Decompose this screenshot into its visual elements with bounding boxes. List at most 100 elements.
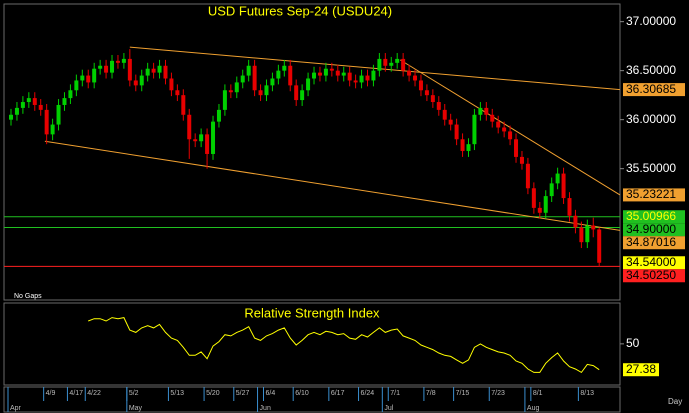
candle-body [579, 227, 584, 243]
x-unit: Day [668, 397, 682, 406]
candle-body [44, 109, 49, 135]
x-tick-label: 5/20 [206, 390, 220, 397]
candle-body [424, 90, 429, 96]
candle-body [466, 144, 471, 152]
candle-body [306, 78, 311, 91]
y-tick-label: 35.50000 [626, 161, 676, 175]
candle-body [110, 60, 115, 73]
candle-body [205, 134, 210, 154]
candle-body [341, 72, 346, 76]
candle-body [234, 82, 239, 93]
candle-body [502, 127, 507, 132]
candle-body [270, 78, 275, 86]
x-tick-label: 4/17 [69, 390, 83, 397]
candle-body [460, 139, 465, 152]
x-tick-label: 5/13 [170, 390, 184, 397]
candle-body [597, 229, 602, 263]
candle-body [317, 72, 322, 76]
candle-body [288, 65, 293, 86]
y-tick-label: 36.50000 [626, 63, 676, 77]
candle-body [359, 75, 364, 83]
chart-title: USD Futures Sep-24 (USDU24) [208, 3, 392, 18]
trend-line [129, 46, 621, 91]
candle-body [561, 173, 566, 199]
candle-body [418, 80, 423, 91]
candle-body [537, 207, 542, 213]
candle-body [252, 65, 257, 91]
candle-body [549, 183, 554, 197]
month-label: Apr [10, 405, 22, 412]
x-tick-label: 4/9 [46, 390, 56, 397]
x-tick-label: 7/23 [491, 390, 505, 397]
trend-line [44, 140, 621, 231]
candle-body [92, 68, 97, 83]
candle-body [9, 114, 14, 120]
candle-body [80, 75, 85, 81]
rsi-title: Relative Strength Index [244, 305, 380, 320]
candle-body [508, 131, 513, 140]
level-label: 36.30685 [626, 82, 676, 96]
candle-body [353, 80, 358, 83]
candle-body [401, 58, 406, 71]
level-label: 34.90000 [626, 222, 676, 236]
candle-body [496, 121, 501, 128]
candle-body [531, 188, 536, 208]
level-label: 35.00966 [626, 209, 676, 223]
candle-body [312, 72, 317, 79]
month-label: Aug [527, 405, 540, 412]
candle-body [157, 65, 162, 73]
candle-body [98, 65, 103, 69]
candle-body [264, 85, 269, 96]
rsi-line [88, 317, 600, 374]
candle-body [175, 90, 180, 96]
candle-body [573, 215, 578, 228]
candle-body [519, 156, 524, 164]
candle-body [454, 124, 459, 140]
x-tick-label: 4/22 [87, 390, 101, 397]
candle-body [543, 196, 548, 213]
candle-body [187, 114, 192, 140]
candle-body [484, 107, 489, 115]
candle-body [127, 58, 132, 81]
y-tick-label: 50 [626, 336, 640, 350]
x-tick-label: 7/1 [390, 390, 400, 397]
candle-body [389, 62, 394, 66]
candle-body [377, 58, 382, 71]
level-box [623, 83, 685, 97]
candle-body [199, 134, 204, 142]
candle-body [371, 70, 376, 81]
x-tick-label: 6/4 [265, 390, 275, 397]
candle-body [74, 80, 79, 91]
level-box [623, 188, 685, 202]
candle-body [246, 65, 251, 76]
candle-body [26, 98, 31, 103]
candle-body [472, 114, 477, 145]
candle-body [163, 65, 168, 79]
y-tick-label: 36.00000 [626, 112, 676, 126]
candle-body [407, 70, 412, 76]
candle-body [442, 109, 447, 120]
candle-body [62, 98, 67, 105]
candle-body [169, 78, 174, 91]
x-tick-label: 5/27 [236, 390, 250, 397]
candle-body [525, 163, 530, 189]
candle-body [193, 139, 198, 142]
x-tick-label: 8/1 [533, 390, 543, 397]
level-box [623, 210, 685, 224]
candle-body [490, 114, 495, 122]
candle-body [430, 95, 435, 103]
candle-body [228, 90, 233, 93]
candle-body [365, 75, 370, 81]
level-label: 35.23221 [626, 187, 676, 201]
candle-body [115, 60, 120, 63]
x-tick-label: 7/15 [456, 390, 470, 397]
level-label: 34.87016 [626, 235, 676, 249]
gap-note: No Gaps [14, 293, 42, 300]
date-axis [3, 386, 621, 413]
candle-body [591, 225, 596, 230]
rsi-value-box [623, 363, 659, 377]
candle-body [448, 119, 453, 125]
candle-body [323, 68, 328, 76]
candle-body [38, 104, 43, 110]
